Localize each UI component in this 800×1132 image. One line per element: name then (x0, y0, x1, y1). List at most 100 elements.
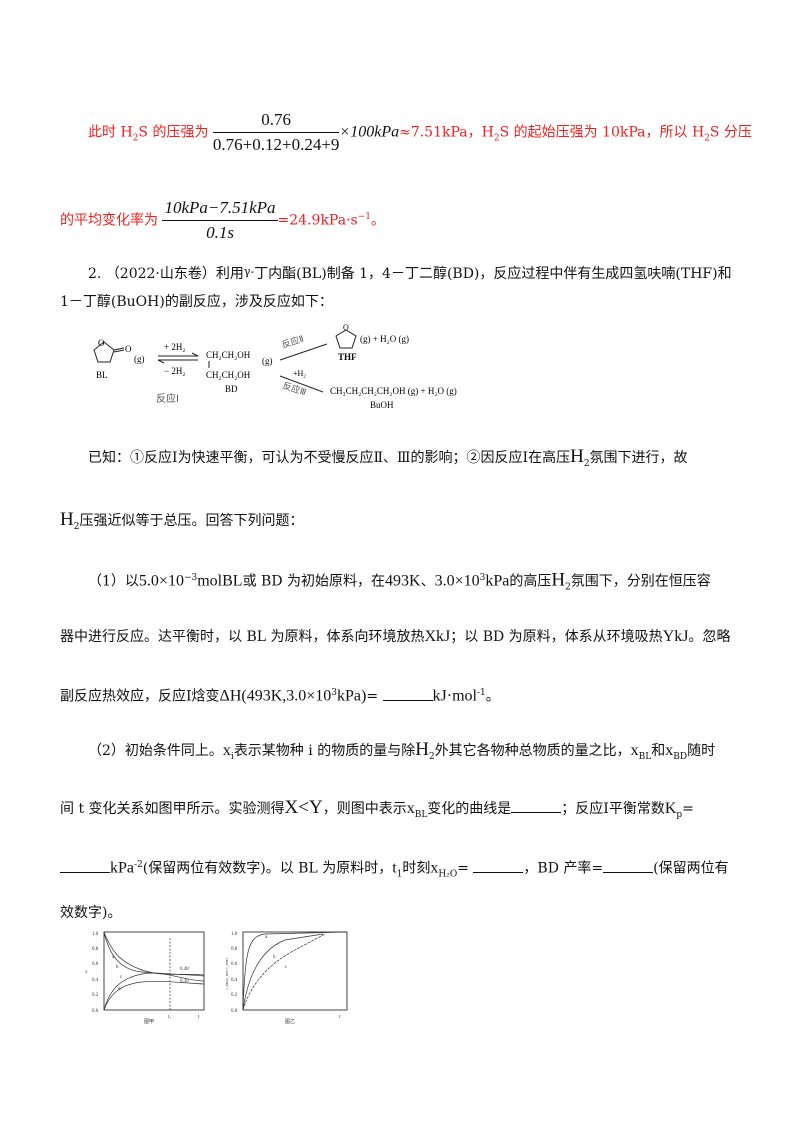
answer-blank[interactable] (60, 858, 110, 873)
plot-frame (242, 931, 348, 1011)
text: -2 (134, 860, 143, 870)
arrow-reaction-3 (279, 375, 324, 393)
plot-frame (103, 931, 205, 1011)
curve-label-b: b (273, 955, 276, 960)
text: 丁内酯(BL)制备 1，4－丁二醇(BD)，反应过程中伴有生成四氢呋喃(THF)… (254, 266, 732, 282)
rate-fraction: 10kPa−7.51kPa 0.1s (162, 198, 278, 243)
figure-jia: 0.0 0.2 0.4 0.6 0.8 1.0 x a b c d 0.48 0… (85, 931, 205, 1024)
text: 2 (73, 521, 80, 532)
y-tick: 0.6 (231, 962, 238, 967)
x-axis-label: t (339, 1015, 341, 1020)
solution-line-2: 的平均变化率为 10kPa−7.51kPa 0.1s =24.9kPa·s−1。 (60, 198, 385, 243)
text: x (222, 742, 231, 759)
curve-label-a: a (112, 955, 115, 960)
y-tick: 1.0 (92, 932, 99, 937)
text: i (230, 751, 234, 762)
text: ΔH(493K,3.0×10 (219, 687, 332, 705)
text: 3 (331, 688, 338, 698)
text: x (630, 742, 639, 759)
text: ；以 BD 为原料，体系从环境吸热 (450, 629, 663, 645)
known-line-1: 已知：①反应Ⅰ为快速平衡，可认为不受慢反应Ⅱ、Ⅲ的影响；②因反应Ⅰ在高压H2氛围… (88, 447, 688, 474)
y-tick: 0.4 (231, 978, 238, 983)
text: H₂O (438, 869, 458, 880)
answer-blank[interactable] (382, 686, 433, 701)
curve-b (103, 931, 205, 977)
arrow-reaction-2 (279, 343, 328, 361)
part2-line-3: kPa-2(保留两位有效数字)。以 BL 为原料时，t1时刻xH₂O= ，BD … (60, 855, 729, 884)
t1-label: t₁ (168, 1015, 171, 1020)
text: 间 t 变化关系如图甲所示。实验测得 (60, 801, 285, 817)
text: 2 (132, 133, 139, 144)
text: (保留两位有效数字)。以 BL 为原料时， (142, 860, 393, 877)
buoh-label: BuOH (370, 400, 394, 410)
text: 表示某物种 i 的物质的量与除 (233, 743, 416, 759)
curve-c (242, 933, 326, 1011)
reaction-2-label: 反应Ⅱ (280, 333, 305, 350)
y-tick: 0.6 (92, 962, 99, 967)
text: 变化的曲线是 (427, 801, 512, 817)
curve-b (242, 933, 324, 1011)
text: 此时 H (88, 124, 133, 141)
y-axis-label: x (85, 970, 88, 975)
text: ×100kPa (339, 123, 400, 141)
y-tick: 0.8 (231, 947, 238, 952)
text: 和 (651, 743, 666, 759)
part2-line-1: （2）初始条件同上。xi表示某物种 i 的物质的量与除H2外其它各物种总物质的量… (88, 740, 715, 767)
figure-caption: 图甲 (144, 1019, 154, 1024)
text: ≈7.51kPa，H (399, 124, 494, 141)
bl-label: BL (96, 370, 108, 380)
part1-line-3: 副反应热效应，反应Ⅰ焓变ΔH(493K,3.0×103kPa)= kJ·mol-… (60, 683, 500, 707)
text: -1 (476, 688, 486, 698)
text: 1－丁醇(BuOH)的副反应，涉及反应如下： (60, 294, 333, 310)
text: x (430, 859, 439, 877)
bl-structure-icon (93, 341, 125, 363)
text: （2）初始条件同上。 (88, 743, 223, 759)
answer-blank[interactable] (603, 858, 654, 873)
g-label: (g) (134, 354, 145, 364)
text: (保留两位有 (653, 860, 729, 877)
text: 3.0×10 (434, 572, 480, 590)
text: = (366, 688, 379, 705)
plus-h2-label: + 2H₂ (164, 342, 185, 352)
bd-formula-bottom: CH₂CH₂OH (206, 370, 251, 380)
answer-blank[interactable] (473, 858, 524, 873)
y-tick: 0.2 (92, 993, 99, 998)
o-label: O (125, 344, 132, 354)
text: 或 BD 为初始原料，在 (242, 573, 385, 590)
value-label: 0.48 (180, 967, 189, 972)
text: （1）以 (88, 573, 139, 590)
denominator: 0.76+0.12+0.24+9 (212, 135, 340, 154)
text: BL (638, 751, 652, 762)
text: S 分压 (709, 124, 752, 141)
known-line-2: H2压强近似等于总压。回答下列问题： (60, 510, 303, 537)
text: t (392, 859, 397, 877)
y-tick: 0.8 (92, 947, 99, 952)
text: kPa) (337, 687, 367, 705)
text: 、 (420, 573, 435, 590)
curve-label-a: a (265, 935, 268, 940)
solution-line-1: 此时 H2S 的压强为 0.76 0.76+0.12+0.24+9 ×100kPa≈… (88, 110, 752, 155)
numerator: 10kPa−7.51kPa (162, 198, 278, 221)
y-tick: 0.0 (231, 1009, 238, 1014)
text: x (406, 800, 415, 817)
text: 2 (583, 458, 590, 469)
text: 。 (371, 212, 385, 229)
text: 氛围下，分别在恒压容 (570, 573, 711, 590)
text: 压强近似等于总压。回答下列问题： (79, 513, 304, 529)
reaction-1-label: 反应Ⅰ (156, 392, 179, 405)
answer-blank[interactable] (511, 798, 562, 813)
value-label: 0.36 (180, 979, 189, 984)
text: 副反应热效应，反应Ⅰ焓变 (60, 688, 220, 705)
curve-label-c: c (285, 965, 288, 970)
text: 3 (479, 573, 486, 583)
text: S 的起始压强为 10kPa，所以 H (499, 124, 705, 141)
o-label: O (98, 338, 105, 348)
curve-label-b: b (116, 965, 119, 970)
pressure-fraction: 0.76 0.76+0.12+0.24+9 (212, 110, 340, 155)
buoh-products: CH₃CH₂CH₂CH₂OH (g) + H₂O (g) (330, 386, 457, 396)
curve-label-c: c (120, 975, 123, 980)
figure-caption: 图乙 (285, 1018, 295, 1024)
part2-line-2: 间 t 变化关系如图甲所示。实验测得X<Y，则图中表示xBL变化的曲线是 ；反应Ⅰ… (60, 798, 694, 825)
figure-yi: 0.0 0.2 0.4 0.6 0.8 1.0 x_BD/(x_BD+x_THF… (225, 931, 348, 1024)
